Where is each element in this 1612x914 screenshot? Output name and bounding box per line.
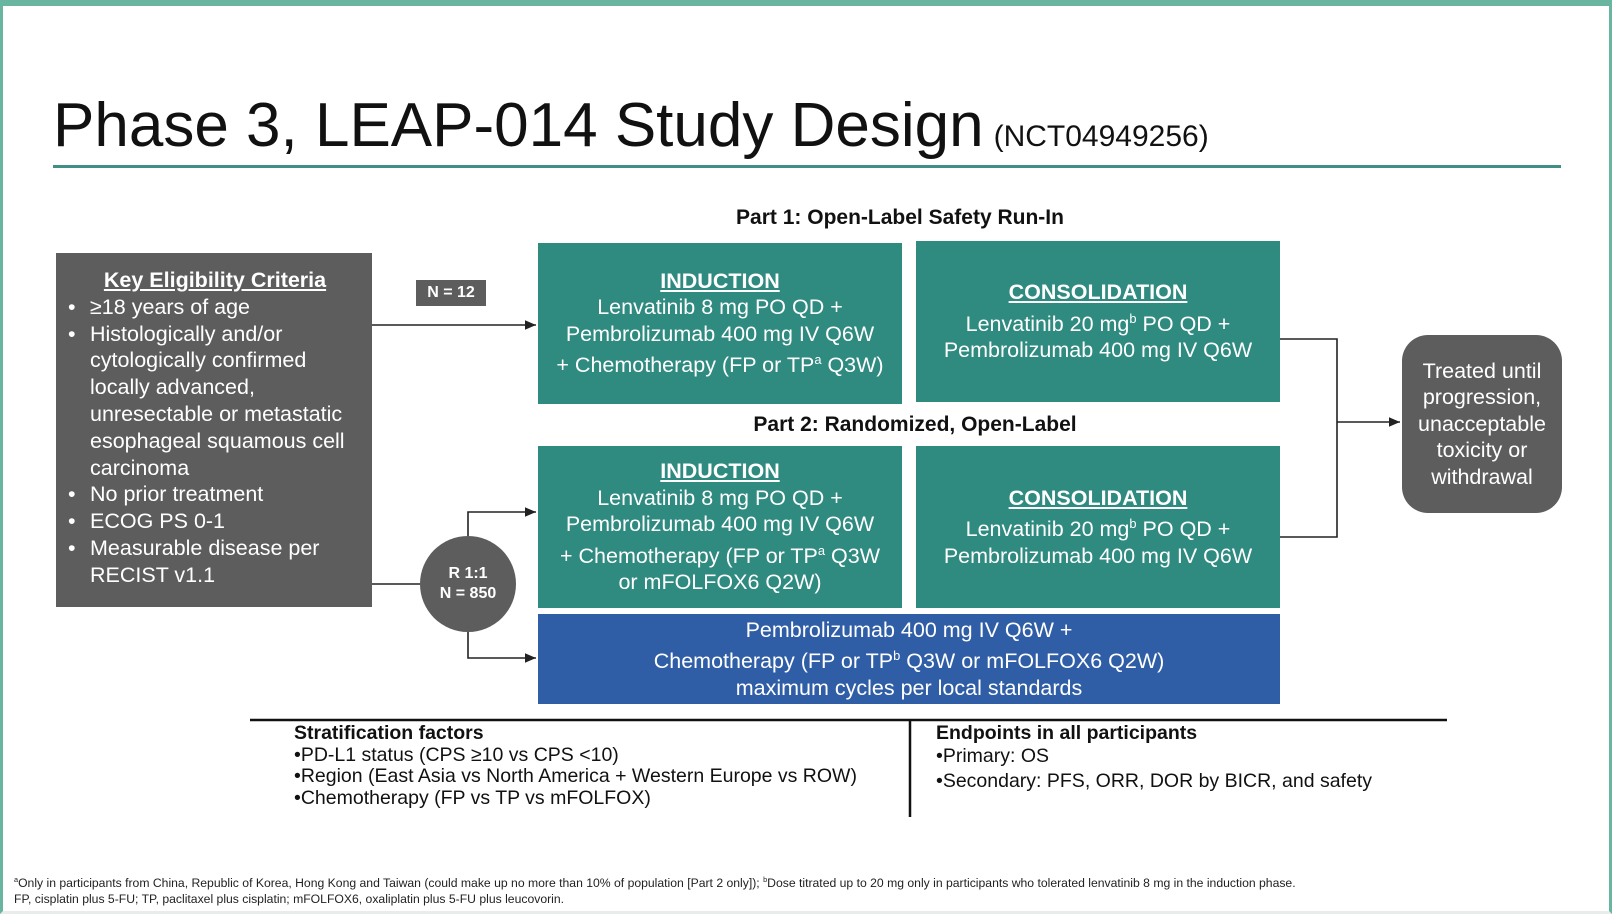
eligibility-item: Measurable disease per RECIST v1.1 <box>68 535 362 589</box>
consolidation-heading: CONSOLIDATION <box>1008 280 1188 305</box>
title-underline <box>53 165 1561 168</box>
part1-heading: Part 1: Open-Label Safety Run-In <box>736 206 1064 229</box>
endpoint-item: •Secondary: PFS, ORR, DOR by BICR, and s… <box>936 770 1372 792</box>
text: Chemotherapy (FP vs TP vs mFOLFOX) <box>300 786 651 809</box>
stratification-item: •Region (East Asia vs North America + We… <box>294 765 857 787</box>
randomization-n: N = 850 <box>439 585 497 602</box>
induction-heading: INDUCTION <box>660 459 780 484</box>
text-line: Pembrolizumab 400 mg IV Q6W <box>943 543 1253 568</box>
text: Q3W) <box>821 353 884 378</box>
text: Secondary: PFS, ORR, DOR by BICR, and sa… <box>942 770 1372 792</box>
treated-until-box: Treated until progression, unacceptable … <box>1402 335 1562 513</box>
text: Lenvatinib 20 mg <box>965 517 1130 542</box>
text-line: Lenvatinib 8 mg PO QD + <box>597 485 843 510</box>
footnote-mark: b <box>763 875 768 884</box>
text-line: Lenvatinib 20 mgb PO QD + <box>916 306 1280 338</box>
part1-induction-box: INDUCTION Lenvatinib 8 mg PO QD + Pembro… <box>538 243 902 404</box>
footnote-mark: b <box>1129 516 1137 532</box>
footnote-mark: a <box>817 542 826 558</box>
text-line: maximum cycles per local standards <box>735 675 1083 700</box>
eligibility-item: ECOG PS 0-1 <box>68 508 362 535</box>
endpoints: Endpoints in all participants •Primary: … <box>936 723 1372 794</box>
text: Lenvatinib 20 mg <box>965 311 1130 336</box>
text: Region (East Asia vs North America + Wes… <box>300 765 857 787</box>
induction-heading: INDUCTION <box>660 268 780 293</box>
part2-induction-box: INDUCTION Lenvatinib 8 mg PO QD + Pembro… <box>538 446 902 608</box>
footnote-line: FP, cisplatin plus 5-FU; TP, paclitaxel … <box>14 892 565 907</box>
part2-heading: Part 2: Randomized, Open-Label <box>753 413 1077 436</box>
footnote-mark: a <box>14 875 19 884</box>
text-line: + Chemotherapy (FP or TPa Q3W <box>538 538 902 570</box>
stratification-item: •PD-L1 status (CPS ≥10 vs CPS <10) <box>294 743 619 766</box>
randomization-circle: R 1:1 N = 850 <box>420 536 516 632</box>
text: + Chemotherapy (FP or TP <box>556 353 815 378</box>
footnote-line: aOnly in participants from China, Republ… <box>14 872 1296 891</box>
text: Dose titrated up to 20 mg only in partic… <box>767 876 1296 891</box>
randomization-ratio: R 1:1 <box>448 565 488 582</box>
stratification-item: •Chemotherapy (FP vs TP vs mFOLFOX) <box>294 786 651 809</box>
text: Chemotherapy (FP or TP <box>653 649 894 674</box>
stratification-factors: Stratification factors •PD-L1 status (CP… <box>294 722 857 809</box>
consolidation-heading: CONSOLIDATION <box>1008 485 1188 510</box>
arrow-to-part2-induction <box>467 507 536 536</box>
eligibility-item: Histologically and/or cytologically conf… <box>68 321 362 482</box>
text-line: Pembrolizumab 400 mg IV Q6W <box>943 338 1253 363</box>
text: PO QD + <box>1136 517 1231 542</box>
text: PD-L1 status (CPS ≥10 vs CPS <10) <box>300 743 619 766</box>
footnotes: aOnly in participants from China, Republ… <box>14 872 1296 907</box>
eligibility-box: Key Eligibility Criteria ≥18 years of ag… <box>56 253 372 607</box>
part1-consolidation-box: CONSOLIDATION Lenvatinib 20 mgb PO QD + … <box>916 241 1280 402</box>
text: Primary: OS <box>942 745 1050 767</box>
treated-text: Treated until progression, unacceptable … <box>1418 358 1546 489</box>
text-line: Lenvatinib 20 mgb PO QD + <box>916 511 1280 543</box>
footnote-mark: b <box>1129 310 1137 326</box>
eligibility-item: ≥18 years of age <box>68 294 362 321</box>
stratification-heading: Stratification factors <box>294 722 484 744</box>
text-line: + Chemotherapy (FP or TPa Q3W) <box>538 347 902 379</box>
footnote-mark: a <box>814 352 822 368</box>
arrow-to-control <box>467 632 536 663</box>
eligibility-item: No prior treatment <box>68 481 362 508</box>
title-main: Phase 3, LEAP-014 Study Design <box>53 91 984 160</box>
text: + Chemotherapy (FP or TP <box>559 543 818 568</box>
part2-consolidation-box: CONSOLIDATION Lenvatinib 20 mgb PO QD + … <box>916 446 1280 608</box>
n12-badge: N = 12 <box>416 280 486 306</box>
control-arm-box: Pembrolizumab 400 mg IV Q6W + Chemothera… <box>538 614 1280 704</box>
text: PO QD + <box>1136 311 1231 336</box>
endpoint-item: •Primary: OS <box>936 745 1050 767</box>
endpoints-heading: Endpoints in all participants <box>936 722 1198 744</box>
consolidation-merge-line <box>1280 338 1338 538</box>
text-line: Lenvatinib 8 mg PO QD + <box>597 295 843 320</box>
text: Only in participants from China, Republi… <box>18 876 764 891</box>
text: Q3W <box>825 543 881 568</box>
eligibility-heading: Key Eligibility Criteria <box>103 268 327 292</box>
slide-title: Phase 3, LEAP-014 Study Design (NCT049492… <box>53 90 1209 161</box>
text-line: Chemotherapy (FP or TPb Q3W or mFOLFOX6 … <box>538 643 1280 675</box>
footnote-mark: b <box>893 648 901 664</box>
text-line: or mFOLFOX6 Q2W) <box>618 570 822 595</box>
text-line: Pembrolizumab 400 mg IV Q6W + <box>745 617 1073 642</box>
trial-id: (NCT04949256) <box>993 120 1209 153</box>
text: Q3W or mFOLFOX6 Q2W) <box>900 649 1165 674</box>
text-line: Pembrolizumab 400 mg IV Q6W <box>565 512 875 537</box>
text-line: Pembrolizumab 400 mg IV Q6W <box>565 321 875 346</box>
